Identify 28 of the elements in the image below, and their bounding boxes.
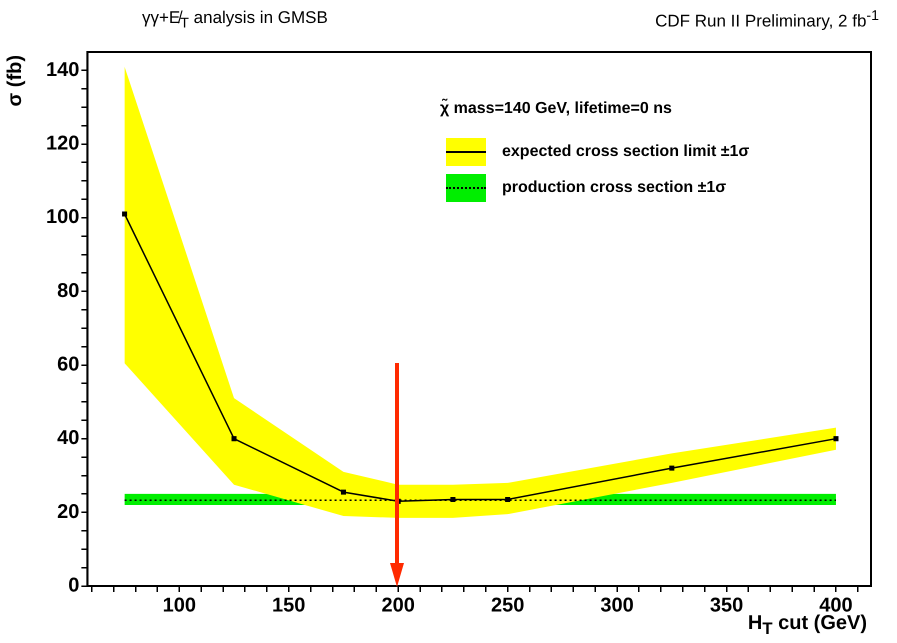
- y-tick-label: 100: [46, 206, 80, 228]
- point: [340, 490, 346, 495]
- y-tick-label: 60: [57, 354, 80, 376]
- x-tick-label: 300: [600, 594, 634, 617]
- point: [505, 496, 510, 502]
- x-tick-label: 250: [490, 594, 524, 617]
- legend-title: χ̃ mass=140 GeV, lifetime=0 ns: [440, 100, 673, 119]
- x-axis-title: H$_{T}$ cut (GeV): [748, 612, 867, 639]
- x-tick-label: 150: [272, 594, 306, 617]
- y-axis-title: σ (fb): [4, 55, 27, 106]
- chart-subtitle: CDF Run II Preliminary, 2 fb$^{-1}$: [655, 8, 879, 32]
- legend-label: expected cross section limit ±1σ: [501, 142, 750, 162]
- point: [232, 436, 237, 442]
- x-tick-label: 100: [162, 594, 196, 617]
- chart-title: γγ+E̸$_{T}$ analysis in GMSB: [142, 8, 328, 32]
- y-tick-label: 140: [46, 58, 80, 81]
- y-tick-label: 0: [68, 574, 80, 597]
- point: [450, 496, 456, 502]
- x-tick-label: 200: [382, 594, 415, 617]
- x-tick-label: 350: [710, 594, 744, 617]
- legend-label: production cross section ±1σ: [501, 178, 726, 198]
- point: [669, 466, 674, 471]
- point: [833, 436, 838, 442]
- y-tick-label: 120: [46, 132, 80, 155]
- y-tick-label: 80: [57, 280, 80, 302]
- y-tick-label: 20: [57, 500, 80, 523]
- point: [122, 212, 128, 217]
- y-tick-label: 40: [57, 427, 80, 450]
